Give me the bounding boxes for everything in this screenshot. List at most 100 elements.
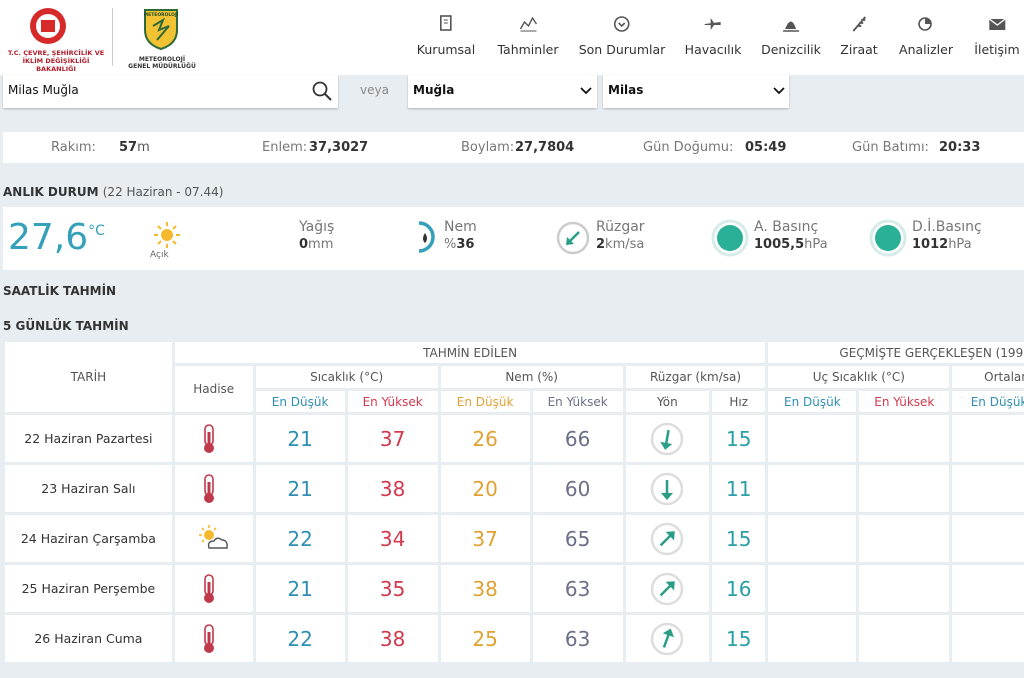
weather-icon [203,423,214,453]
divider [112,8,113,66]
nav-item[interactable]: Denizcilik [761,14,821,57]
ministry-line: İKLİM DEĞİŞİKLİĞİ BAKANLIĞI [22,57,90,73]
header-row: TARİH TAHMİN EDİLEN GEÇMİŞTE GERÇEKLEŞEN (… [5,342,1024,412]
ministry-line: T.C. ÇEVRE, ŞEHİRCİLİK VE [7,49,105,57]
chevron [773,87,785,95]
sun-icon [154,222,180,248]
or-label: veya [360,83,389,97]
nav-item[interactable]: Kurumsal [417,14,475,57]
item-label: A. Basınç [754,219,819,235]
nav-label: Denizcilik [761,42,821,57]
forecast-table: TARİH TAHMİN EDİLEN GEÇMİŞTE GERÇEKLEŞEN (… [2,339,1024,665]
value-cell: 66 [532,415,623,462]
sub-header: Hız [712,391,766,412]
sub-header: En Yüksek [347,391,438,412]
event-cell [174,515,253,562]
value-cell: 63 [532,615,623,662]
date-header: TARİH [5,342,172,412]
item-prefix: % [444,237,457,252]
condition: Açık [150,250,169,260]
item-label: Rüzgar [596,219,645,235]
loc-label: Gün Doğumu: [643,140,734,155]
district-select[interactable]: Milas [603,75,789,108]
nav-label: Analizler [899,42,953,57]
header-row: Hadise Sıcaklık (°C) Nem (%) Rüzgar (km/sa)… [5,366,1024,412]
event-cell [174,615,253,662]
mgm-emblem: METEOROLOJİ [144,9,179,50]
item-number: 36 [456,237,475,252]
ministry-name: T.C. ÇEVRE, ŞEHİRCİLİK VE İKLİM DEĞİŞİKLİ… [6,49,106,73]
empty-cell [859,415,950,462]
loc-number: 20:33 [939,140,981,155]
loc-label: Enlem: [262,140,308,155]
date-cell: 24 Haziran Çarşamba [5,515,172,562]
current-panel: 27,6°C Açık Yağış 0mm Nem %36 Rüzgar 2km/sa A.… [3,207,1024,270]
nav-item[interactable]: Havacılık [685,14,741,57]
nav-icon [519,16,537,32]
nav-item[interactable]: Ziraat [840,14,878,57]
wind-direction [660,530,676,546]
sub-header: En Yüksek [859,391,950,412]
nav-item[interactable]: Tahminler [497,14,559,57]
value-cell: 63 [532,565,623,612]
loc-number: 05:49 [745,140,787,155]
item-number: 1005,5 [754,237,805,252]
group-header: Uç Sıcaklık (°C) [768,366,950,388]
sub-header: En Düşük [255,391,345,412]
value-cell: 25 [440,615,530,662]
group-header: Rüzgar (km/sa) [625,366,766,388]
current-time: (22 Haziran - 07.44) [102,185,224,199]
nav-item[interactable]: Analizler [899,14,953,57]
wind-direction [661,479,674,500]
mgm-line: GENEL MÜDÜRLÜĞÜ [128,63,196,70]
value-cell: 21 [255,415,345,462]
nav-icon [783,21,799,32]
hourly-title[interactable]: SAATLİK TAHMİN [3,284,117,298]
value-cell: 22 [255,615,345,662]
current-temp: 27,6°C [8,217,105,258]
loc-label: Gün Batımı: [852,140,929,155]
search-box[interactable]: Milas Muğla [3,75,338,108]
nav-icon [918,17,932,31]
date-cell: 25 Haziran Perşembe [5,565,172,612]
item-unit: mm [308,237,334,252]
nav-label: Ziraat [840,42,878,57]
province-text: Muğla [413,83,455,97]
loc-number: 37,3027 [309,140,369,155]
value-cell: 26 [440,415,530,462]
loc-unit: m [137,140,150,155]
item-unit: hPa [948,237,972,252]
search-icon[interactable] [311,80,333,102]
wind-dir-cell [625,615,710,662]
empty-cell [768,515,857,562]
search-text: Milas Muğla [8,83,79,97]
empty-cell [859,615,950,662]
nav-item[interactable]: Son Durumlar [579,14,665,57]
loc-label: Rakım: [51,140,96,155]
province-select[interactable]: Muğla [408,75,597,108]
chevron [580,87,592,95]
wind-arrow [651,422,684,455]
event-cell [174,565,253,612]
item-label: Yağış [299,219,335,235]
location-bar: Rakım: 57m Enlem: 37,3027 Boylam: 27,7804 Gün … [3,132,1024,163]
pressure-icon [869,219,907,257]
empty-cell [768,615,857,662]
empty-cell [768,415,857,462]
value-cell: 37 [440,515,530,562]
loc-value: 05:49 [745,140,786,155]
mgm-line: METEOROLOJİ [138,56,186,63]
nav-item[interactable]: İletişim [974,14,1020,57]
past-header: GEÇMİŞTE GERÇEKLEŞEN (1991 - 2020) [768,342,1024,363]
wind-arrow [651,622,684,655]
value-cell: 22 [255,515,345,562]
item-number: 1012 [912,237,949,252]
value-cell: 35 [347,565,438,612]
empty-cell [952,615,1024,662]
value-cell: 21 [255,465,345,512]
nav-icon [440,15,452,31]
forecast-title[interactable]: 5 GÜNLÜK TAHMİN [3,319,129,333]
value-cell: 16 [712,565,766,612]
item-value: 1012hPa [912,237,972,252]
